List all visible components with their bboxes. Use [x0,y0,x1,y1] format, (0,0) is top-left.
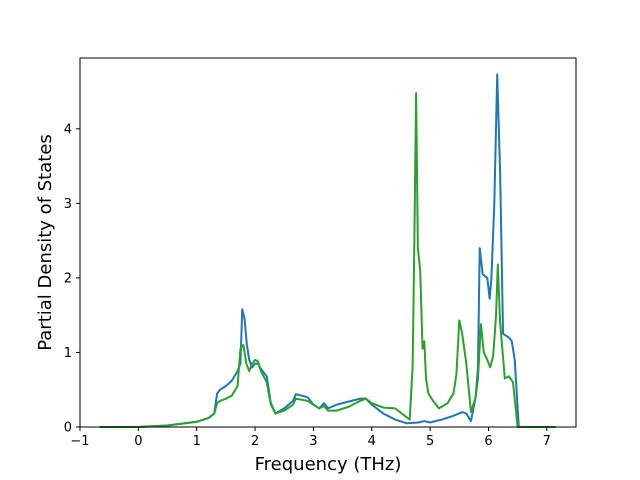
y-axis: 0 1 2 3 4 [64,122,80,436]
plot-frame [79,57,577,428]
series-line-2 [99,92,556,428]
x-tick-label: 1 [193,434,201,449]
x-axis-label: Frequency (THz) [255,454,402,475]
x-tick-label: 6 [484,434,492,449]
x-tick-label: 0 [134,434,142,449]
x-tick-label: 2 [251,434,259,449]
y-tick-label: 3 [64,197,72,212]
x-tick-label: −1 [70,434,89,449]
y-axis-label: Partial Density of States [35,134,56,351]
x-axis: −1 0 1 2 3 4 5 6 7 [70,427,551,449]
y-tick-label: 2 [64,271,72,286]
x-tick-label: 5 [426,434,434,449]
x-tick-label: 7 [543,434,551,449]
x-tick-label: 4 [368,434,376,449]
y-tick-label: 4 [64,122,72,137]
y-tick-label: 0 [64,421,72,436]
y-tick-label: 1 [64,346,72,361]
series-layer [99,73,556,428]
x-tick-label: 3 [309,434,317,449]
